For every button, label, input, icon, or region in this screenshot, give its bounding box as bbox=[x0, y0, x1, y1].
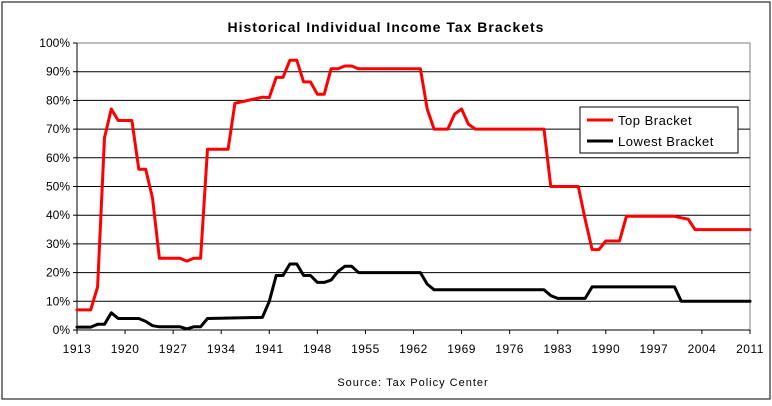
chart-title: Historical Individual Income Tax Bracket… bbox=[228, 19, 545, 35]
x-tick-label: 1983 bbox=[543, 342, 572, 356]
axes: 0% 10% 20% 30% 40% 50% 60% 70% 80% 90% 100% 1913 192… bbox=[39, 36, 764, 356]
y-tick-label: 20% bbox=[46, 266, 70, 280]
y-tick-label: 60% bbox=[46, 151, 70, 165]
series-lines bbox=[75, 58, 752, 331]
x-tick-label: 1962 bbox=[399, 342, 428, 356]
y-tick-label: 90% bbox=[46, 65, 70, 79]
y-tick-label: 40% bbox=[46, 208, 70, 222]
y-tick-label: 80% bbox=[46, 93, 70, 107]
x-tick-label: 2011 bbox=[736, 342, 764, 356]
x-tick-label: 1976 bbox=[495, 342, 524, 356]
legend: Top Bracket Lowest Bracket bbox=[579, 106, 739, 154]
y-tick-label: 10% bbox=[46, 294, 70, 308]
x-tick-label: 1997 bbox=[640, 342, 669, 356]
y-tick-label: 70% bbox=[46, 122, 70, 136]
source-note: Source: Tax Policy Center bbox=[337, 377, 488, 389]
legend-label: Lowest Bracket bbox=[618, 134, 714, 149]
x-tick-label: 1913 bbox=[63, 342, 92, 356]
y-tick-label: 100% bbox=[39, 36, 70, 50]
x-tick-label: 1941 bbox=[255, 342, 284, 356]
legend-box bbox=[579, 106, 739, 154]
x-tick-label: 1934 bbox=[207, 342, 236, 356]
x-tick-label: 1948 bbox=[303, 342, 332, 356]
x-tick-label: 1969 bbox=[447, 342, 476, 356]
x-tick-label: 1920 bbox=[111, 342, 140, 356]
y-tick-label: 30% bbox=[46, 237, 70, 251]
x-tick-label: 1955 bbox=[351, 342, 380, 356]
series-line-top-bracket bbox=[75, 58, 752, 312]
y-tick-label: 0% bbox=[53, 323, 71, 337]
y-tick-label: 50% bbox=[46, 180, 70, 194]
x-tick-label: 1927 bbox=[159, 342, 188, 356]
legend-label: Top Bracket bbox=[618, 113, 692, 128]
x-tick-label: 1990 bbox=[591, 342, 620, 356]
x-tick-label: 2004 bbox=[688, 342, 717, 356]
series-line-lowest-bracket bbox=[75, 262, 752, 331]
